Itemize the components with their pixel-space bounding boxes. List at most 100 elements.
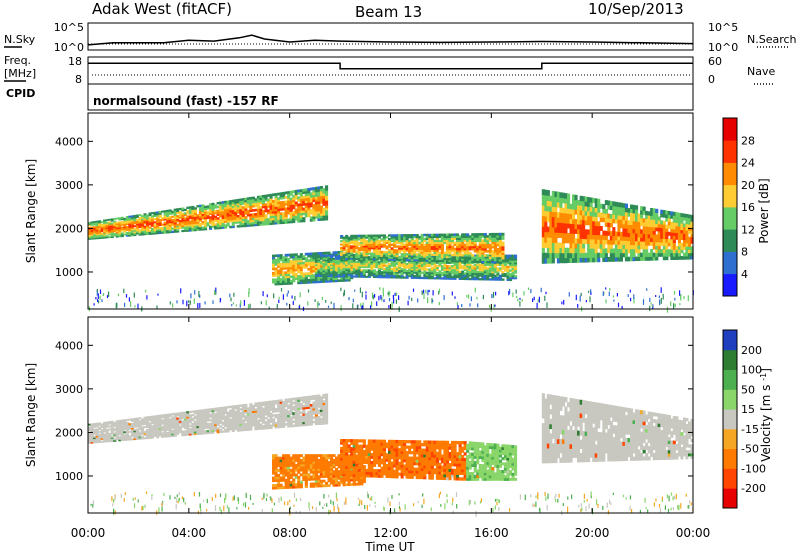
heatmap-cell [488, 271, 492, 274]
heatmap-cell [410, 276, 414, 279]
heatmap-cell [478, 235, 482, 238]
heatmap-cell [466, 258, 470, 261]
heatmap-cell [476, 263, 480, 266]
power-ytick-label: 3000 [55, 179, 83, 192]
heatmap-cell [314, 211, 318, 214]
heatmap-cell [309, 211, 313, 215]
clutter-cell [199, 294, 201, 298]
heatmap-cell [221, 210, 225, 214]
heatmap-cell [191, 211, 195, 214]
heatmap-cell [168, 221, 172, 224]
heatmap-cell [322, 215, 326, 219]
heatmap-cell [246, 201, 250, 205]
heatmap-cell [622, 211, 626, 216]
heatmap-cell [261, 197, 265, 200]
heatmap-cell [501, 250, 505, 253]
heatmap-cell [335, 260, 339, 263]
heatmap-cell [115, 230, 119, 232]
heatmap-cell [246, 220, 250, 223]
heatmap-cell [488, 239, 492, 242]
heatmap-cell [249, 209, 253, 212]
heatmap-cell [319, 193, 323, 197]
heatmap-cell [244, 203, 248, 207]
heatmap-cell [115, 430, 119, 433]
heatmap-cell [418, 253, 422, 256]
heatmap-cell [670, 225, 674, 230]
heatmap-cell [682, 213, 686, 218]
clutter-cell [612, 295, 614, 298]
heatmap-cell [105, 231, 109, 233]
heatmap-cell [198, 430, 202, 433]
heatmap-cell [201, 209, 205, 213]
heatmap-cell [471, 243, 475, 247]
heatmap-cell [239, 218, 243, 222]
heatmap-cell [342, 253, 346, 256]
heatmap-cell [541, 258, 545, 264]
heatmap-cell [249, 215, 253, 219]
heatmap-cell [511, 265, 515, 269]
heatmap-cell [186, 430, 190, 433]
heatmap-cell [410, 249, 414, 252]
heatmap-cell [178, 415, 182, 418]
heatmap-cell [120, 232, 124, 235]
heatmap-cell [90, 230, 94, 233]
heatmap-cell [372, 261, 376, 264]
heatmap-cell [435, 247, 439, 251]
heatmap-cell [110, 432, 114, 435]
heatmap-cell [579, 214, 583, 220]
heatmap-cell [365, 250, 369, 253]
heatmap-cell [146, 223, 150, 226]
clutter-cell [186, 300, 188, 307]
heatmap-cell [667, 238, 671, 243]
heatmap-cell [156, 421, 160, 424]
heatmap-cell [168, 226, 172, 229]
heatmap-cell [362, 250, 366, 253]
heatmap-cell [478, 250, 482, 253]
heatmap-cell [171, 419, 175, 422]
heatmap-cell [297, 219, 301, 223]
heatmap-cell [88, 235, 92, 238]
heatmap-cell [325, 267, 329, 270]
heatmap-cell [146, 417, 150, 420]
heatmap-cell [261, 195, 265, 198]
heatmap-cell [115, 433, 119, 436]
heatmap-cell [388, 256, 392, 259]
heatmap-cell [410, 237, 414, 241]
heatmap-cell [438, 270, 442, 273]
clutter-cell [659, 299, 661, 306]
heatmap-cell [572, 233, 576, 239]
heatmap-cell [569, 218, 573, 224]
heatmap-cell [584, 234, 588, 240]
heatmap-cell [544, 242, 548, 248]
heatmap-cell [146, 429, 150, 432]
heatmap-cell [430, 275, 434, 278]
heatmap-cell [388, 252, 392, 256]
heatmap-cell [367, 274, 371, 277]
heatmap-cell [88, 231, 92, 234]
heatmap-cell [123, 425, 127, 428]
heatmap-cell [307, 259, 311, 262]
heatmap-cell [178, 207, 182, 211]
heatmap-cell [327, 251, 331, 255]
heatmap-cell [388, 238, 392, 241]
heatmap-cell [572, 252, 576, 259]
heatmap-cell [163, 432, 167, 435]
heatmap-cell [135, 224, 139, 227]
heatmap-cell [481, 250, 485, 253]
heatmap-cell [156, 227, 160, 230]
heatmap-cell [216, 217, 220, 220]
heatmap-cell [688, 236, 692, 241]
heatmap-cell [390, 243, 394, 246]
heatmap-cell [403, 254, 407, 258]
heatmap-cell [453, 275, 457, 279]
heatmap-cell [584, 252, 588, 258]
heatmap-cell [103, 236, 107, 239]
heatmap-cell [456, 272, 460, 275]
heatmap-cell [345, 275, 349, 278]
heatmap-cell [312, 263, 316, 266]
heatmap-cell [193, 432, 197, 436]
heatmap-cell [645, 252, 649, 257]
heatmap-cell [438, 251, 442, 255]
heatmap-cell [322, 202, 326, 206]
heatmap-cell [423, 249, 427, 252]
